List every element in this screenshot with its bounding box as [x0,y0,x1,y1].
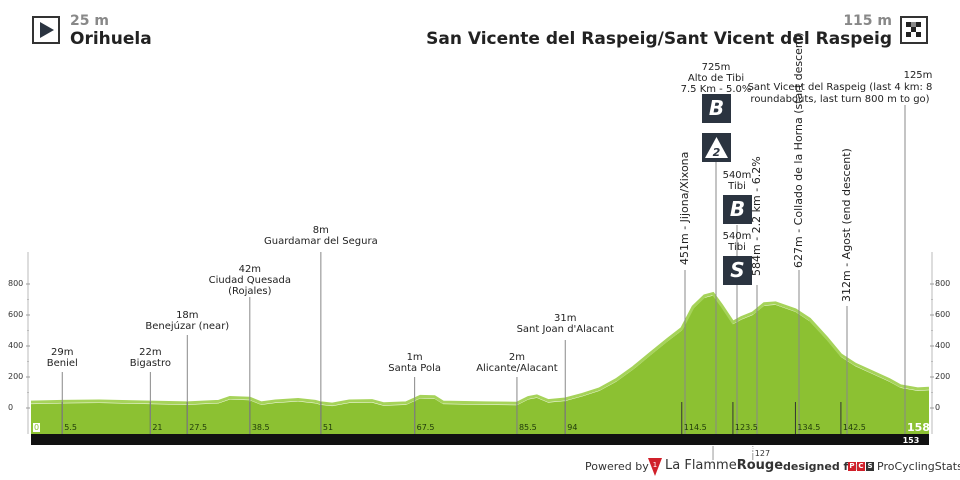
bonus-sprint-badge-icon: B [723,195,752,224]
km-mark-label: 38.5 [251,423,270,432]
point-elevation: 31m [554,313,577,324]
point-elevation: 42m [238,264,262,275]
km-bar [31,434,929,445]
km-mark-below-label: 123.5 [730,446,757,455]
point-elevation: 540m [722,231,752,242]
y-tick-label: 200 [8,372,24,381]
finish-flag-icon [900,16,928,44]
point-elevation: 125m [903,70,933,81]
elevation-area [31,295,929,434]
vertical-point-label: 312m - Agost (end descent) [840,148,853,302]
y-tick-label: 600 [8,310,24,319]
km-mark-label: 142.5 [842,423,866,432]
bonus-sprint-badge-icon: B [702,94,731,123]
km-mark-label: 85.5 [518,423,537,432]
procyclingstats-link[interactable]: ProCyclingStats [877,460,960,473]
point-name: Alicante/Alacant [476,363,558,374]
point-elevation: 8m [312,225,329,236]
y-tick-label: 800 [8,279,24,288]
pcs-logo: P C S [848,462,874,471]
finish-name: San Vicente del Raspeig/Sant Vicent del … [426,29,892,49]
point-name: Santa Pola [388,363,441,374]
point-elevation: 540m [722,170,752,181]
flamme-rouge-brand: La FlammeRouge [665,458,783,473]
point-name: Sant Joan d'Alacant [516,324,614,335]
powered-by-text: Powered by [585,460,649,473]
pcs-letter: C [857,462,865,471]
point-elevation: 22m [139,347,162,358]
brand-part-a: La Flamme [665,458,737,473]
point-elevation: 1m [406,352,423,363]
y-tick-label: 0 [8,403,14,412]
km-mark-label: 0 [33,423,41,432]
point-name: Sant Vicent del Raspeig (last 4 km: 8 [747,82,933,93]
point-elevation: 2m [508,352,525,363]
point-name: Guardamar del Segura [264,236,378,247]
pcs-letter: S [866,462,874,471]
point-elevation: 725m [701,62,731,73]
km-mark-label: 21 [152,423,163,432]
point-name: roundabouts, last turn 800 m to go) [750,94,930,105]
flamme-rouge-logo-icon: 1 [648,458,662,476]
point-name: Tibi [728,181,746,192]
y-tick-label: 200 [935,372,951,381]
point-elevation: 18m [176,310,199,321]
start-name: Orihuela [70,29,152,49]
point-name: Ciudad Quesada [208,275,291,286]
km-mark-label: 27.5 [189,423,208,432]
point-name: Bigastro [129,358,171,369]
km-mark-label: 134.5 [797,423,821,432]
y-tick-label: 400 [935,341,951,350]
point-name: Benejúzar (near) [145,321,230,332]
finish-elevation: 115 m [843,13,892,29]
y-tick-label: 600 [935,310,951,319]
vertical-point-label: 584m - 2.2 km - 6.2% [750,156,763,276]
pcs-letter: P [848,462,856,471]
start-icon [32,16,60,44]
point-name: Alto de Tibi [687,73,745,84]
svg-text:1: 1 [653,461,657,469]
vertical-point-label: 451m - Jijona/Xixona [678,151,691,265]
svg-text:2: 2 [713,146,721,159]
point-name: 7.5 Km - 5.0% [680,84,752,95]
km-mark-label: 5.5 [64,423,77,432]
km-mark-below-label: 153 [902,436,920,445]
point-name: (Rojales) [228,286,272,297]
brand-part-b: Rouge [736,458,784,473]
km-mark-label: 158 [907,421,930,434]
km-mark-below-label: 127 [754,449,771,458]
km-mark-label: 123.5 [734,423,758,432]
km-mark-label: 94 [567,423,578,432]
y-tick-label: 800 [935,279,951,288]
climb-category-badge-icon: 2 [702,133,731,162]
point-name: Beniel [46,358,78,369]
km-mark-label: 67.5 [416,423,435,432]
km-mark-label: 114.5 [683,423,707,432]
km-mark-label: 51 [322,423,334,432]
sprint-badge-icon: S [723,256,752,285]
point-name: Tibi [728,242,746,253]
designed-for-text: designed for [783,460,862,473]
point-elevation: 29m [51,347,74,358]
y-tick-label: 400 [8,341,24,350]
vertical-point-label: 627m - Collado de la Horna (start descen… [792,32,805,268]
y-tick-label: 0 [935,403,941,412]
start-elevation: 25 m [70,13,109,29]
